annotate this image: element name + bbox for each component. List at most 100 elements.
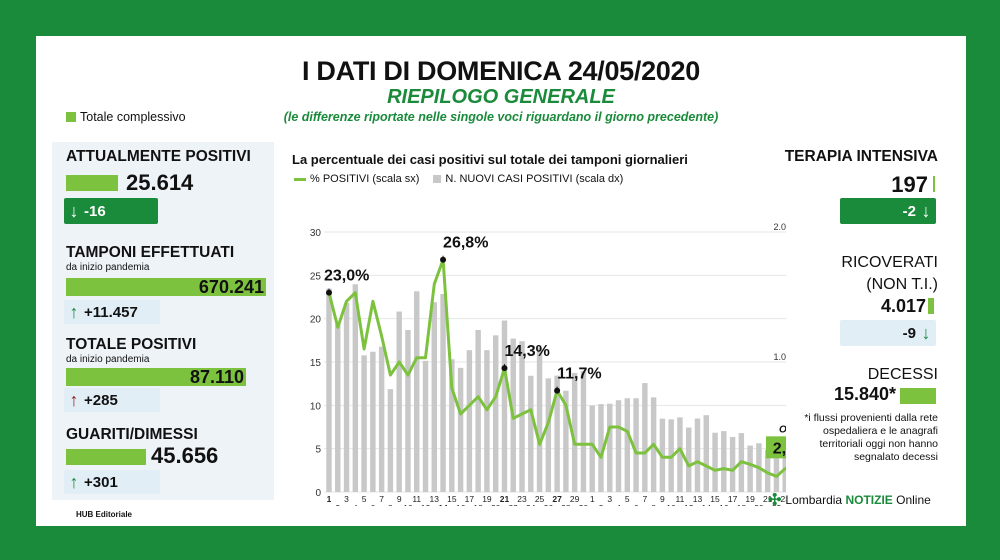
positivi-delta-chip: ↓ -16 bbox=[64, 198, 158, 224]
x-tick-label: 18 bbox=[737, 503, 747, 506]
x-tick-label: 27 bbox=[552, 494, 562, 504]
positivi-value: 25.614 bbox=[126, 170, 194, 195]
percent-line bbox=[327, 258, 786, 478]
x-tick-label: 13 bbox=[430, 494, 440, 504]
terapia-bar bbox=[933, 176, 935, 192]
ricoverati-delta: -9 bbox=[902, 324, 916, 342]
case-bar bbox=[589, 405, 595, 492]
annotation-label: 2,5% bbox=[773, 440, 786, 457]
x-tick-label: 26 bbox=[544, 503, 554, 506]
x-tick-label: 10 bbox=[403, 503, 413, 506]
x-tick-label: 24 bbox=[526, 503, 536, 506]
x-tick-label: 9 bbox=[397, 494, 402, 504]
ricoverati-delta-chip: -9 ↓ bbox=[840, 320, 936, 346]
annotation-label: 11,7% bbox=[557, 366, 601, 383]
case-bar bbox=[764, 449, 771, 492]
x-tick-label: 8 bbox=[651, 503, 656, 506]
positivi-bar bbox=[66, 175, 118, 191]
annotation-label: 14,3% bbox=[504, 343, 549, 360]
page-subtitle: RIEPILOGO GENERALE bbox=[387, 86, 615, 108]
totale-sublabel: da inizio pandemia bbox=[66, 354, 150, 365]
x-tick-label: 8 bbox=[388, 503, 393, 506]
x-tick-label: 15 bbox=[447, 494, 457, 504]
today-tag-label: OGGI bbox=[779, 424, 786, 435]
terapia-delta: -2 bbox=[902, 202, 916, 220]
x-tick-label: 11 bbox=[412, 494, 421, 504]
case-bar bbox=[405, 330, 411, 492]
legend-total: Totale complessivo bbox=[66, 110, 186, 124]
legend-bar-swatch bbox=[433, 175, 442, 183]
y-left-tick-label: 25 bbox=[310, 271, 322, 282]
x-tick-label: 18 bbox=[473, 503, 483, 506]
x-tick-label: 23 bbox=[780, 494, 786, 504]
case-bar bbox=[440, 294, 446, 492]
arrow-up-icon: ↑ bbox=[69, 301, 79, 322]
arrow-up-icon: ↑ bbox=[69, 389, 79, 410]
case-bar bbox=[615, 400, 622, 492]
arrow-down-icon: ↓ bbox=[69, 200, 79, 221]
chart-legend: % POSITIVI (scala sx) N. NUOVI CASI POSI… bbox=[294, 173, 623, 185]
legend-item-cases: N. NUOVI CASI POSITIVI (scala dx) bbox=[433, 173, 623, 185]
x-tick-label: 2 bbox=[599, 503, 604, 506]
x-tick-label: 22 bbox=[772, 503, 782, 506]
x-tick-label: 6 bbox=[634, 503, 639, 506]
x-tick-label: 20 bbox=[491, 503, 501, 506]
x-tick-label: 12 bbox=[684, 503, 694, 506]
legend-total-label: Totale complessivo bbox=[80, 110, 186, 124]
x-tick-label: 20 bbox=[754, 503, 764, 506]
x-tick-label: 7 bbox=[379, 494, 384, 504]
case-bar bbox=[721, 431, 727, 492]
today-badge bbox=[766, 436, 786, 459]
guariti-delta-chip: ↑ +301 bbox=[64, 470, 160, 494]
case-bar bbox=[677, 417, 683, 492]
case-bar bbox=[370, 351, 376, 492]
tamponi-label: TAMPONI EFFETTUATI bbox=[66, 244, 235, 261]
decessi-footnote: *i flussi provenienti dalla rete ospedal… bbox=[804, 412, 938, 463]
x-tick-label: 4 bbox=[616, 503, 621, 506]
ricoverati-value: 4.017 bbox=[880, 296, 926, 316]
x-tick-label: 19 bbox=[482, 494, 492, 504]
x-tick-label: 28 bbox=[561, 503, 571, 506]
y-right-tick-label: 2.000 bbox=[773, 222, 786, 232]
x-tick-label: 12 bbox=[421, 503, 431, 506]
case-bar bbox=[466, 350, 473, 492]
positivi-label: ATTUALMENTE POSITIVI bbox=[66, 148, 251, 165]
x-tick-label: 3 bbox=[607, 494, 612, 504]
case-bar bbox=[624, 398, 631, 492]
x-tick-label: 25 bbox=[535, 494, 545, 504]
x-tick-label: 2 bbox=[335, 503, 340, 506]
case-bar bbox=[387, 389, 394, 492]
case-bar bbox=[633, 398, 639, 492]
x-tick-label: 5 bbox=[362, 494, 367, 504]
x-tick-label: 10 bbox=[666, 503, 676, 506]
case-bar bbox=[396, 311, 402, 492]
tamponi-delta: +11.457 bbox=[84, 303, 138, 321]
tamponi-sublabel: da inizio pandemia bbox=[66, 262, 150, 273]
totale-delta: +285 bbox=[84, 391, 118, 409]
x-tick-label: 14 bbox=[438, 503, 448, 506]
case-bar bbox=[352, 284, 359, 492]
x-tick-label: 30 bbox=[579, 503, 589, 506]
x-tick-label: 3 bbox=[344, 494, 349, 504]
y-left-tick-label: 30 bbox=[310, 228, 322, 239]
x-tick-label: 4 bbox=[353, 503, 358, 506]
case-bar bbox=[326, 288, 332, 492]
guariti-delta: +301 bbox=[84, 473, 118, 491]
terapia-value: 197 bbox=[891, 172, 928, 197]
case-bar bbox=[378, 346, 385, 492]
case-bar bbox=[607, 403, 613, 492]
annotation-label: 23,0% bbox=[324, 268, 369, 285]
case-bar bbox=[536, 347, 543, 492]
tamponi-bar: 670.241 bbox=[66, 277, 266, 297]
ricoverati-sublabel: (NON T.I.) bbox=[866, 276, 938, 293]
case-bar bbox=[492, 335, 499, 492]
x-tick-label: 6 bbox=[371, 503, 376, 506]
x-tick-label: 5 bbox=[625, 494, 630, 504]
page-title: I DATI DI DOMENICA 24/05/2020 bbox=[302, 56, 700, 86]
tamponi-delta-chip: ↑ +11.457 bbox=[64, 300, 160, 324]
case-bar bbox=[580, 371, 587, 492]
case-bar bbox=[519, 341, 525, 492]
legend-item-percent: % POSITIVI (scala sx) bbox=[294, 173, 419, 185]
annotation-dot bbox=[440, 256, 447, 263]
x-tick-label: 17 bbox=[728, 494, 738, 504]
